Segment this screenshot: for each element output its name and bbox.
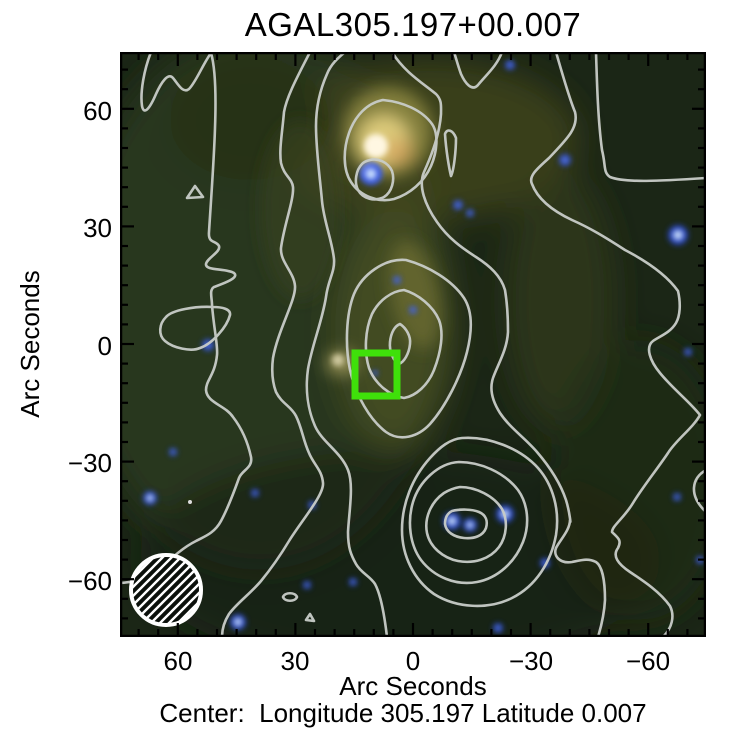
contour-line (158, 305, 232, 351)
figure-title: AGAL305.197+00.007 (244, 6, 582, 43)
x-tick-label: −30 (508, 646, 554, 676)
contour-speck (281, 591, 299, 603)
contour-line (120, 52, 253, 585)
x-tick-label: 60 (163, 646, 193, 676)
contour-line (364, 288, 443, 400)
y-tick-label: 60 (83, 96, 112, 126)
x-axis-label: Arc Seconds (339, 671, 487, 701)
contour-speck (185, 184, 205, 200)
plot-frame (120, 52, 706, 637)
contour-line (452, 52, 504, 89)
contour-line (443, 129, 458, 178)
y-tick-label: −30 (67, 448, 112, 478)
y-tick-label: −60 (67, 566, 112, 596)
contour-line (443, 508, 489, 540)
y-tick-label: 30 (83, 213, 112, 243)
center-caption: Center: Longitude 305.197 Latitude 0.007 (159, 698, 647, 728)
sky-image-plot (120, 52, 706, 637)
x-tick-label: −60 (625, 646, 671, 676)
y-tick-label: 0 (97, 331, 112, 361)
contour-line (390, 52, 607, 637)
contour-speck (304, 612, 316, 623)
target-box (351, 349, 401, 400)
x-tick-label: 0 (405, 646, 421, 676)
contour-line (343, 98, 438, 202)
contour-line (408, 460, 529, 585)
contour-line (305, 52, 389, 637)
bright-source-core (364, 134, 388, 158)
contour-line (594, 52, 706, 183)
beam-outline (129, 553, 203, 627)
sky-image-svg (120, 52, 706, 637)
x-tick-label: 30 (280, 646, 310, 676)
contour-line (692, 468, 706, 514)
nebulosity-layer (120, 52, 706, 637)
contour-lines (120, 52, 706, 637)
contour-dot (188, 500, 192, 504)
contour-line (220, 52, 325, 637)
contour-line (425, 485, 508, 564)
beam-indicator (129, 553, 203, 627)
contour-line (400, 436, 559, 608)
contour-line (354, 158, 395, 201)
contour-line (345, 258, 473, 439)
star-field (143, 60, 704, 633)
contour-line (529, 52, 702, 637)
